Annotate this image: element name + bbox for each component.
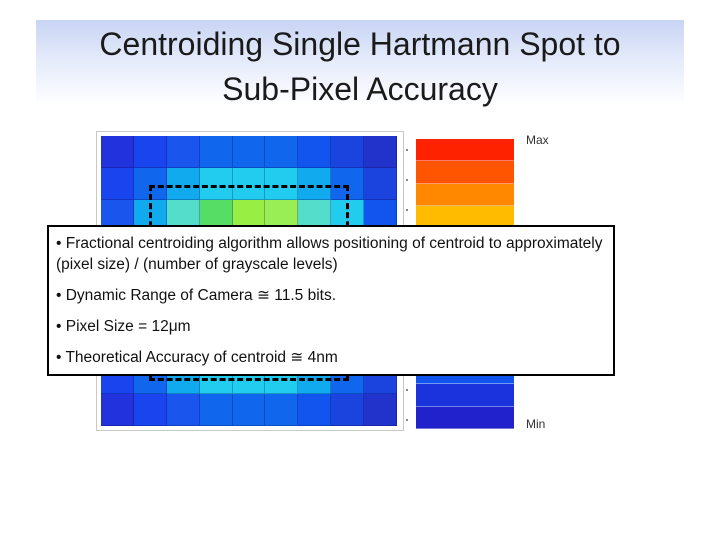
- note-theoretical-accuracy: • Theoretical Accuracy of centroid ≅ 4nm: [56, 349, 338, 366]
- heatmap-cell: [166, 136, 200, 169]
- heatmap-cell: [232, 393, 266, 426]
- heatmap-cell: [199, 168, 233, 201]
- heatmap-cell: [298, 393, 332, 426]
- heatmap-cell: [166, 393, 200, 426]
- colorbar-tick: [406, 209, 408, 211]
- slide-title-line-2: Sub-Pixel Accuracy: [222, 71, 498, 107]
- colorbar-swatch: [416, 406, 514, 430]
- heatmap-cell: [133, 393, 167, 426]
- colorbar-swatch: [416, 384, 514, 407]
- heatmap-cell: [101, 136, 134, 169]
- colorbar-max-label: Max: [526, 133, 549, 147]
- heatmap-cell: [199, 393, 233, 426]
- colorbar-swatch: [416, 139, 514, 162]
- colorbar-tick: [406, 179, 408, 181]
- heatmap-cell: [101, 393, 134, 426]
- colorbar-swatch: [416, 183, 514, 206]
- heatmap-cell: [133, 136, 167, 169]
- notes-overlay: • Fractional centroiding algorithm allow…: [47, 225, 615, 376]
- slide-title: Centroiding Single Hartmann Spot to Sub-…: [36, 22, 684, 112]
- colorbar-tick: [406, 149, 408, 151]
- colorbar-tick: [406, 389, 408, 391]
- heatmap-cell: [331, 393, 365, 426]
- note-pixel-size: • Pixel Size = 12μm: [56, 318, 191, 335]
- slide-title-line-1: Centroiding Single Hartmann Spot to: [99, 26, 621, 62]
- heatmap-cell: [232, 168, 266, 201]
- heatmap-cell: [232, 136, 266, 169]
- heatmap-cell: [298, 136, 332, 169]
- colorbar-min-label: Min: [526, 417, 546, 431]
- note-fractional-centroiding: • Fractional centroiding algorithm allow…: [56, 235, 603, 273]
- heatmap-cell: [101, 168, 134, 201]
- heatmap-cell: [265, 136, 299, 169]
- heatmap-cell: [298, 168, 332, 201]
- heatmap-cell: [166, 168, 200, 201]
- heatmap-cell: [364, 136, 397, 169]
- heatmap-cell: [265, 393, 299, 426]
- colorbar-tick: [406, 419, 408, 421]
- heatmap-cell: [364, 393, 397, 426]
- heatmap-cell: [265, 168, 299, 201]
- heatmap-cell: [331, 136, 365, 169]
- heatmap-cell: [364, 168, 397, 201]
- title-banner: [36, 20, 684, 106]
- colorbar-swatch: [416, 161, 514, 184]
- note-dynamic-range: • Dynamic Range of Camera ≅ 11.5 bits.: [56, 287, 337, 304]
- heatmap-cell: [199, 136, 233, 169]
